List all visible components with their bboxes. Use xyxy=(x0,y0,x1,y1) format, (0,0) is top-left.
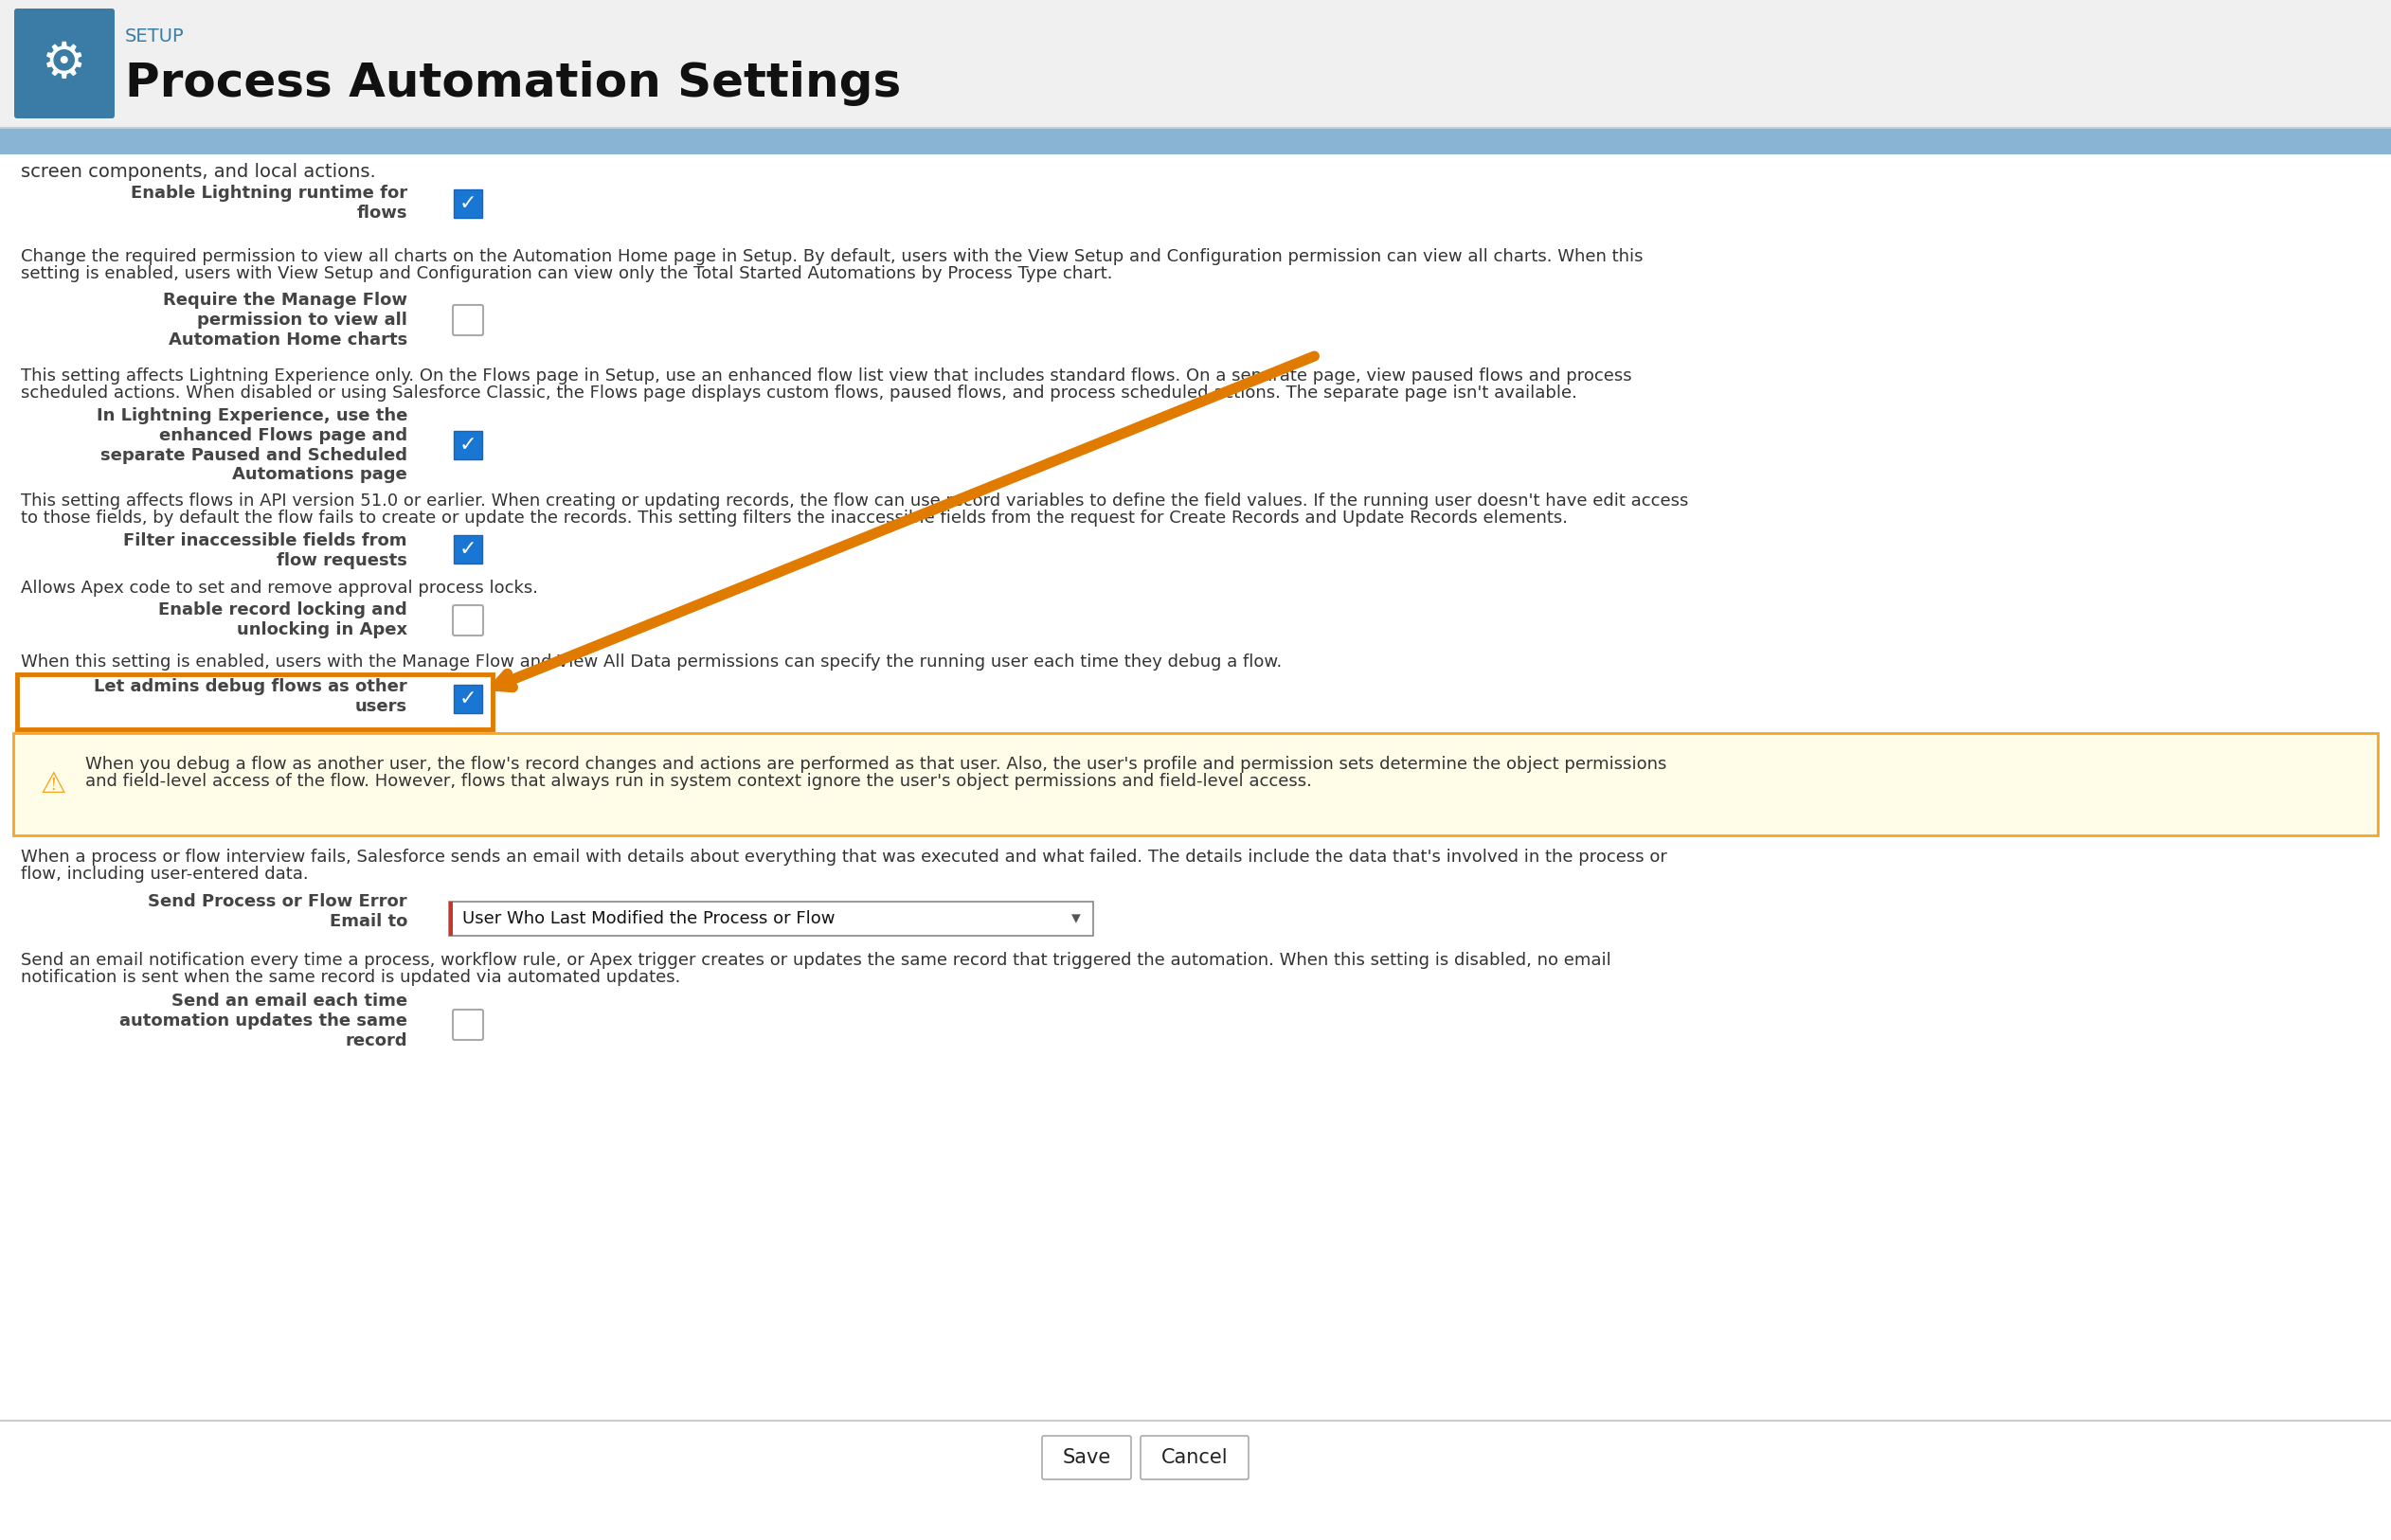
Text: When a process or flow interview fails, Salesforce sends an email with details a: When a process or flow interview fails, … xyxy=(22,849,1667,865)
FancyBboxPatch shape xyxy=(452,605,483,636)
FancyBboxPatch shape xyxy=(14,9,115,119)
FancyBboxPatch shape xyxy=(454,189,483,217)
Text: When you debug a flow as another user, the flow's record changes and actions are: When you debug a flow as another user, t… xyxy=(86,756,1667,773)
Text: notification is sent when the same record is updated via automated updates.: notification is sent when the same recor… xyxy=(22,969,681,986)
Text: Change the required permission to view all charts on the Automation Home page in: Change the required permission to view a… xyxy=(22,248,1643,265)
Text: Process Automation Settings: Process Automation Settings xyxy=(124,60,901,106)
Text: scheduled actions. When disabled or using Salesforce Classic, the Flows page dis: scheduled actions. When disabled or usin… xyxy=(22,385,1578,402)
Text: Save: Save xyxy=(1062,1448,1112,1468)
Bar xyxy=(450,901,452,936)
Bar xyxy=(0,0,2391,128)
Text: SETUP: SETUP xyxy=(124,28,184,45)
FancyBboxPatch shape xyxy=(1141,1435,1248,1480)
Text: ⚙: ⚙ xyxy=(43,39,86,88)
Text: ✓: ✓ xyxy=(459,541,476,559)
Text: to those fields, by default the flow fails to create or update the records. This: to those fields, by default the flow fai… xyxy=(22,510,1568,527)
Text: setting is enabled, users with View Setup and Configuration can view only the To: setting is enabled, users with View Setu… xyxy=(22,265,1112,282)
Text: ✓: ✓ xyxy=(459,194,476,213)
Bar xyxy=(17,675,493,730)
Text: Require the Manage Flow
permission to view all
Automation Home charts: Require the Manage Flow permission to vi… xyxy=(163,291,406,348)
FancyBboxPatch shape xyxy=(450,901,1093,936)
Text: Filter inaccessible fields from
flow requests: Filter inaccessible fields from flow req… xyxy=(124,533,406,568)
Text: ✓: ✓ xyxy=(459,436,476,454)
FancyBboxPatch shape xyxy=(14,733,2377,835)
FancyBboxPatch shape xyxy=(454,431,483,459)
FancyBboxPatch shape xyxy=(452,1010,483,1040)
Text: Let admins debug flows as other
users: Let admins debug flows as other users xyxy=(93,678,406,715)
FancyBboxPatch shape xyxy=(454,685,483,713)
Text: ✓: ✓ xyxy=(459,690,476,708)
Bar xyxy=(0,128,2391,154)
Text: screen components, and local actions.: screen components, and local actions. xyxy=(22,163,375,180)
Text: This setting affects Lightning Experience only. On the Flows page in Setup, use : This setting affects Lightning Experienc… xyxy=(22,368,1631,385)
Bar xyxy=(0,154,2391,1540)
Text: Enable Lightning runtime for
flows: Enable Lightning runtime for flows xyxy=(132,185,406,222)
FancyBboxPatch shape xyxy=(454,534,483,564)
Text: Send an email notification every time a process, workflow rule, or Apex trigger : Send an email notification every time a … xyxy=(22,952,1612,969)
FancyBboxPatch shape xyxy=(452,305,483,336)
Text: Allows Apex code to set and remove approval process locks.: Allows Apex code to set and remove appro… xyxy=(22,579,538,596)
Text: In Lightning Experience, use the
enhanced Flows page and
separate Paused and Sch: In Lightning Experience, use the enhance… xyxy=(96,407,406,484)
Text: Send an email each time
automation updates the same
record: Send an email each time automation updat… xyxy=(120,993,406,1049)
Text: and field-level access of the flow. However, flows that always run in system con: and field-level access of the flow. Howe… xyxy=(86,773,1313,790)
Text: Enable record locking and
unlocking in Apex: Enable record locking and unlocking in A… xyxy=(158,602,406,638)
Text: ▾: ▾ xyxy=(1071,910,1081,927)
Text: When this setting is enabled, users with the Manage Flow and View All Data permi: When this setting is enabled, users with… xyxy=(22,653,1282,670)
Text: Send Process or Flow Error
Email to: Send Process or Flow Error Email to xyxy=(148,893,406,930)
Text: flow, including user-entered data.: flow, including user-entered data. xyxy=(22,865,308,882)
Text: Cancel: Cancel xyxy=(1162,1448,1229,1468)
Text: This setting affects flows in API version 51.0 or earlier. When creating or upda: This setting affects flows in API versio… xyxy=(22,493,1688,510)
Text: ⚠: ⚠ xyxy=(41,770,67,798)
FancyBboxPatch shape xyxy=(1042,1435,1131,1480)
Text: User Who Last Modified the Process or Flow: User Who Last Modified the Process or Fl… xyxy=(461,910,834,927)
